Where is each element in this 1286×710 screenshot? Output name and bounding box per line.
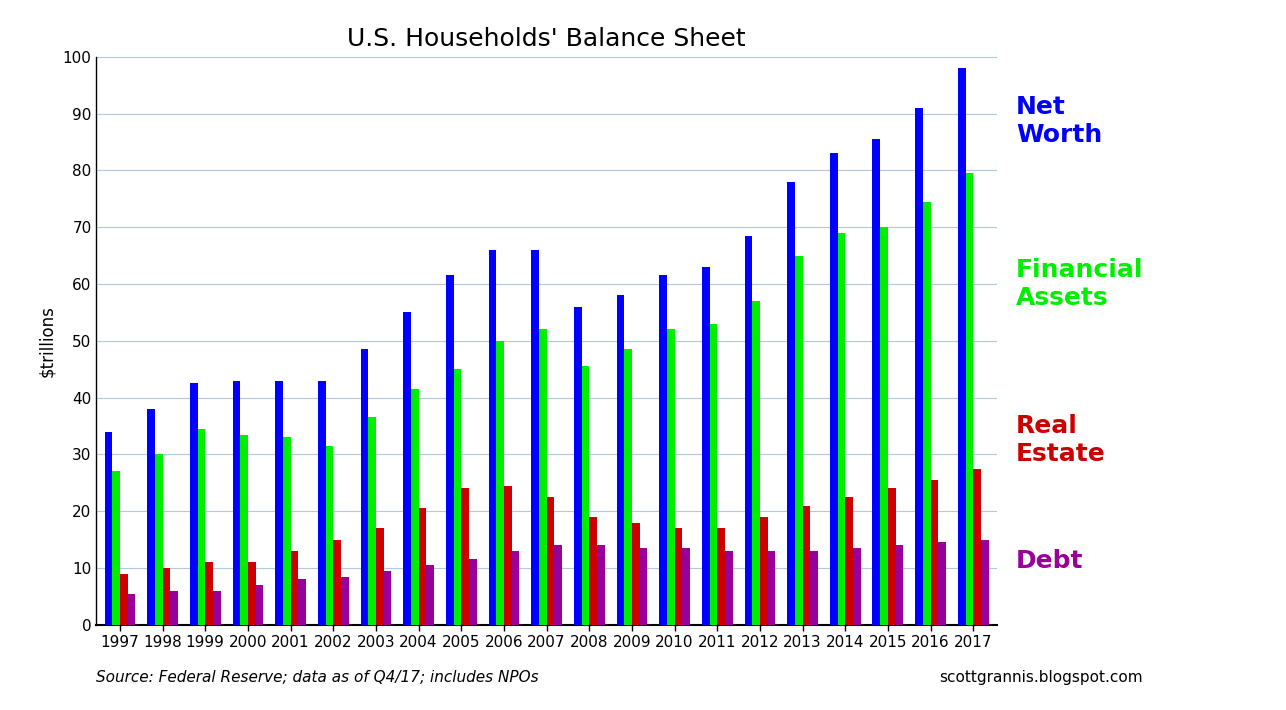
Bar	[298, 579, 306, 625]
Bar	[127, 594, 135, 625]
Bar	[574, 307, 581, 625]
Bar	[291, 551, 298, 625]
Bar	[974, 469, 981, 625]
Bar	[318, 381, 325, 625]
Bar	[853, 548, 860, 625]
Bar	[872, 139, 880, 625]
Bar	[120, 574, 127, 625]
Bar	[469, 559, 477, 625]
Bar	[589, 517, 597, 625]
Bar	[154, 454, 162, 625]
Text: scottgrannis.blogspot.com: scottgrannis.blogspot.com	[939, 670, 1142, 684]
Bar	[718, 528, 725, 625]
Bar	[810, 551, 818, 625]
Bar	[376, 528, 383, 625]
Bar	[240, 435, 248, 625]
Bar	[368, 417, 376, 625]
Bar	[795, 256, 802, 625]
Bar	[597, 545, 604, 625]
Bar	[958, 68, 966, 625]
Bar	[360, 349, 368, 625]
Text: Financial
Assets: Financial Assets	[1016, 258, 1143, 310]
Bar	[702, 267, 710, 625]
Text: Real
Estate: Real Estate	[1016, 415, 1106, 466]
Title: U.S. Households' Balance Sheet: U.S. Households' Balance Sheet	[347, 27, 746, 50]
Bar	[198, 429, 206, 625]
Bar	[966, 173, 974, 625]
Bar	[275, 381, 283, 625]
Bar	[489, 250, 496, 625]
Bar	[325, 446, 333, 625]
Bar	[404, 312, 412, 625]
Bar	[931, 480, 939, 625]
Y-axis label: $trillions: $trillions	[37, 305, 55, 377]
Bar	[745, 236, 752, 625]
Bar	[383, 571, 391, 625]
Text: Net
Worth: Net Worth	[1016, 95, 1102, 146]
Bar	[539, 329, 547, 625]
Bar	[887, 488, 895, 625]
Bar	[496, 341, 504, 625]
Bar	[981, 540, 989, 625]
Bar	[512, 551, 520, 625]
Bar	[624, 349, 631, 625]
Bar	[418, 508, 426, 625]
Bar	[895, 545, 903, 625]
Bar	[768, 551, 775, 625]
Bar	[660, 275, 667, 625]
Bar	[446, 275, 454, 625]
Bar	[554, 545, 562, 625]
Bar	[667, 329, 675, 625]
Bar	[147, 409, 154, 625]
Bar	[462, 488, 469, 625]
Bar	[531, 250, 539, 625]
Bar	[675, 528, 682, 625]
Bar	[581, 366, 589, 625]
Bar	[939, 542, 946, 625]
Bar	[454, 369, 462, 625]
Bar	[880, 227, 887, 625]
Bar	[256, 585, 264, 625]
Text: Debt: Debt	[1016, 549, 1083, 573]
Bar	[829, 153, 837, 625]
Bar	[916, 108, 923, 625]
Bar	[190, 383, 198, 625]
Bar	[639, 548, 647, 625]
Bar	[631, 523, 639, 625]
Bar	[104, 432, 112, 625]
Bar	[170, 591, 177, 625]
Bar	[837, 233, 845, 625]
Bar	[112, 471, 120, 625]
Text: Source: Federal Reserve; data as of Q4/17; includes NPOs: Source: Federal Reserve; data as of Q4/1…	[96, 670, 539, 684]
Bar	[341, 577, 349, 625]
Bar	[426, 565, 433, 625]
Bar	[412, 389, 418, 625]
Bar	[547, 497, 554, 625]
Bar	[787, 182, 795, 625]
Bar	[248, 562, 256, 625]
Bar	[802, 506, 810, 625]
Bar	[162, 568, 170, 625]
Bar	[710, 324, 718, 625]
Bar	[752, 301, 760, 625]
Bar	[333, 540, 341, 625]
Bar	[283, 437, 291, 625]
Bar	[760, 517, 768, 625]
Bar	[233, 381, 240, 625]
Bar	[923, 202, 931, 625]
Bar	[682, 548, 689, 625]
Bar	[845, 497, 853, 625]
Bar	[725, 551, 733, 625]
Bar	[616, 295, 624, 625]
Bar	[504, 486, 512, 625]
Bar	[206, 562, 213, 625]
Bar	[213, 591, 221, 625]
